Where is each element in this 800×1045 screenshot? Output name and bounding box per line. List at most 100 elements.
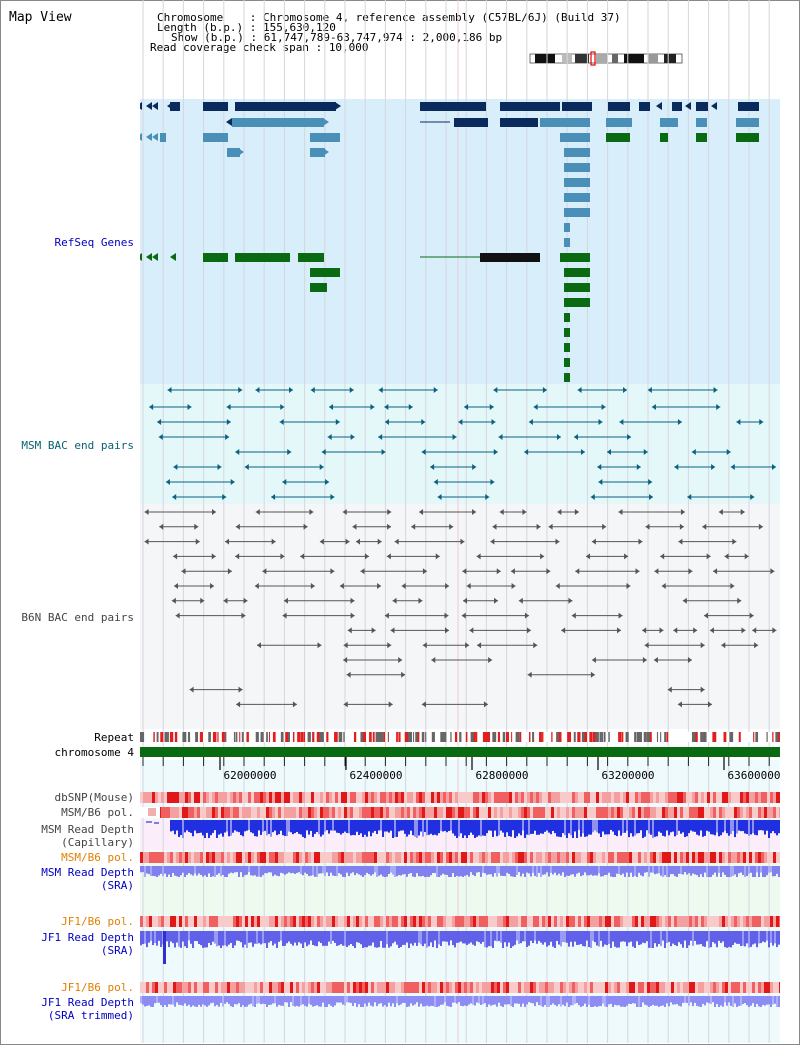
heat-cell [545, 916, 548, 927]
track-label-refseq[interactable]: RefSeq Genes [54, 236, 134, 249]
heat-cell [560, 916, 563, 927]
depth-bar [286, 996, 288, 1003]
depth-bar [702, 996, 704, 1004]
heat-cell [275, 852, 278, 863]
depth-bar [462, 931, 464, 944]
depth-bar [760, 820, 762, 831]
depth-bar [572, 996, 574, 1006]
heat-cell [374, 792, 377, 803]
heat-cell [461, 916, 464, 927]
heat-cell [464, 916, 467, 927]
heat-cell [653, 916, 656, 927]
heat-cell [320, 982, 323, 993]
depth-bar [350, 996, 352, 1003]
heat-cell [158, 916, 161, 927]
depth-bar [480, 820, 482, 837]
bac-end-mark [693, 627, 698, 634]
heat-cell [392, 852, 395, 863]
heat-cell [185, 916, 188, 927]
depth-bar [152, 996, 154, 1007]
bac-end-mark [392, 597, 397, 604]
heat-cell [293, 792, 296, 803]
heat-cell [650, 852, 653, 863]
depth-bar [496, 931, 498, 942]
heat-cell [413, 792, 416, 803]
depth-bar [694, 866, 696, 875]
heat-cell [611, 982, 614, 993]
gene-arrow [711, 102, 717, 110]
depth-bar [496, 996, 498, 1007]
heat-cell [677, 982, 680, 993]
depth-bar [584, 996, 586, 1004]
genome-track-area[interactable]: 62000000 62400000 62800000 63200000 63600000 [140, 0, 780, 1043]
bac-end-mark [642, 627, 647, 634]
gene-block [736, 118, 759, 127]
heat-cell [380, 916, 383, 927]
depth-bar [248, 931, 250, 943]
heat-cell [236, 852, 239, 863]
gene-block [696, 133, 707, 142]
heat-cell [443, 807, 446, 818]
depth-bar [720, 996, 722, 1006]
depth-bar [308, 996, 310, 1004]
heat-cell [647, 852, 650, 863]
bac-end-mark [574, 509, 579, 515]
depth-bar [310, 820, 312, 831]
repeat-mark [142, 732, 145, 742]
bac-end-mark [309, 509, 314, 515]
bac-end-mark [173, 464, 178, 470]
depth-bar [186, 820, 188, 831]
heat-cell [350, 807, 353, 818]
heat-cell [737, 982, 740, 993]
depth-bar [506, 820, 508, 833]
heat-cell [476, 792, 479, 803]
depth-bar [636, 931, 638, 942]
depth-bar [556, 866, 558, 876]
heat-cell [191, 807, 194, 818]
heat-cell [581, 916, 584, 927]
heat-cell [221, 916, 224, 927]
depth-bar [416, 996, 418, 1003]
gene-block [560, 133, 590, 142]
heat-cell [266, 792, 269, 803]
bac-end-mark [255, 387, 260, 393]
heat-cell [575, 792, 578, 803]
depth-bar [290, 820, 292, 833]
depth-bar [530, 866, 532, 877]
bac-end-mark [740, 509, 745, 515]
heat-cell [161, 852, 164, 863]
heat-cell [479, 982, 482, 993]
heat-cell [206, 852, 209, 863]
depth-bar [326, 866, 328, 873]
depth-bar [296, 866, 298, 873]
heat-cell [305, 792, 308, 803]
depth-bar [774, 996, 776, 1004]
bac-end-mark [548, 523, 553, 530]
repeat-mark [246, 732, 249, 742]
track-label-msm-bac[interactable]: MSM BAC end pairs [21, 439, 134, 452]
depth-bar [488, 996, 490, 1005]
depth-bar [734, 820, 736, 838]
heat-cell [602, 982, 605, 993]
heat-cell [761, 852, 764, 863]
depth-bar [360, 996, 362, 1007]
repeat-mark [459, 732, 462, 742]
heat-cell [239, 792, 242, 803]
heat-cell [458, 852, 461, 863]
depth-bar [692, 820, 694, 832]
depth-bar [774, 931, 776, 944]
gene-block [608, 102, 630, 111]
depth-bar [494, 996, 496, 1005]
depth-bar [142, 866, 144, 873]
gene-block [736, 133, 759, 142]
heat-cell [752, 792, 755, 803]
depth-bar [226, 820, 228, 832]
bac-end-mark [498, 434, 503, 440]
depth-bar [746, 820, 748, 834]
depth-bar [612, 866, 614, 877]
track-label-b6n-bac[interactable]: B6N BAC end pairs [21, 611, 134, 624]
depth-bar [590, 931, 592, 948]
depth-bar [214, 820, 216, 831]
heat-cell [545, 807, 548, 818]
depth-bar [660, 820, 662, 833]
